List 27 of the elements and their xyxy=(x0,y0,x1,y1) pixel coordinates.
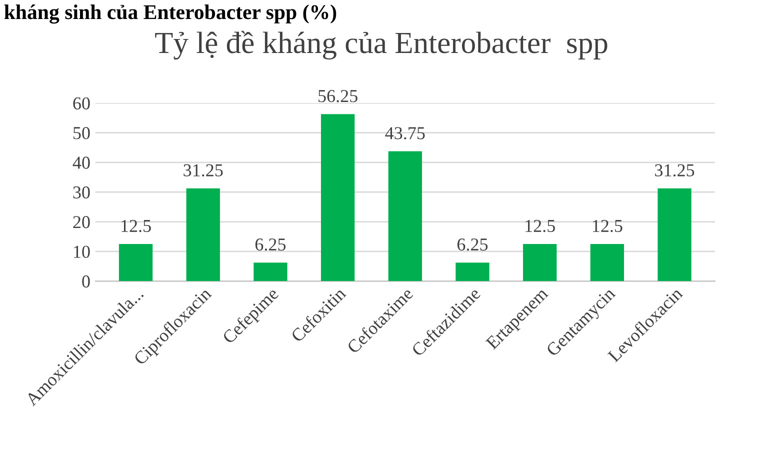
y-tick-label: 30 xyxy=(73,186,90,199)
chart-title: Tỷ lệ đề kháng của Enterobacter spp xyxy=(155,30,608,60)
bar xyxy=(590,244,624,282)
data-label: 31.25 xyxy=(655,164,694,176)
bar xyxy=(254,262,288,282)
y-tick-label: 60 xyxy=(73,97,90,110)
data-label: 12.5 xyxy=(526,220,555,232)
data-label: 6.25 xyxy=(457,238,488,251)
data-label: 56.25 xyxy=(318,90,358,102)
bar xyxy=(456,262,490,282)
bar xyxy=(388,151,422,282)
bar xyxy=(186,188,220,282)
bar xyxy=(320,114,355,282)
bar xyxy=(118,244,153,282)
data-label: 12.5 xyxy=(122,220,151,232)
bar xyxy=(523,244,557,282)
y-tick-label: 10 xyxy=(74,246,90,258)
bar xyxy=(658,188,692,282)
data-label: 12.5 xyxy=(592,220,622,232)
text: kháng sinh của Enterobacter spp (%) xyxy=(4,4,336,24)
data-label: 31.25 xyxy=(184,164,223,176)
y-tick-label: 0 xyxy=(82,275,90,288)
data-label: 43.75 xyxy=(385,127,425,140)
data-label: 6.25 xyxy=(255,238,286,251)
y-tick-label: 40 xyxy=(72,156,90,169)
y-tick-label: 20 xyxy=(73,216,90,228)
y-tick-label: 50 xyxy=(74,126,90,140)
